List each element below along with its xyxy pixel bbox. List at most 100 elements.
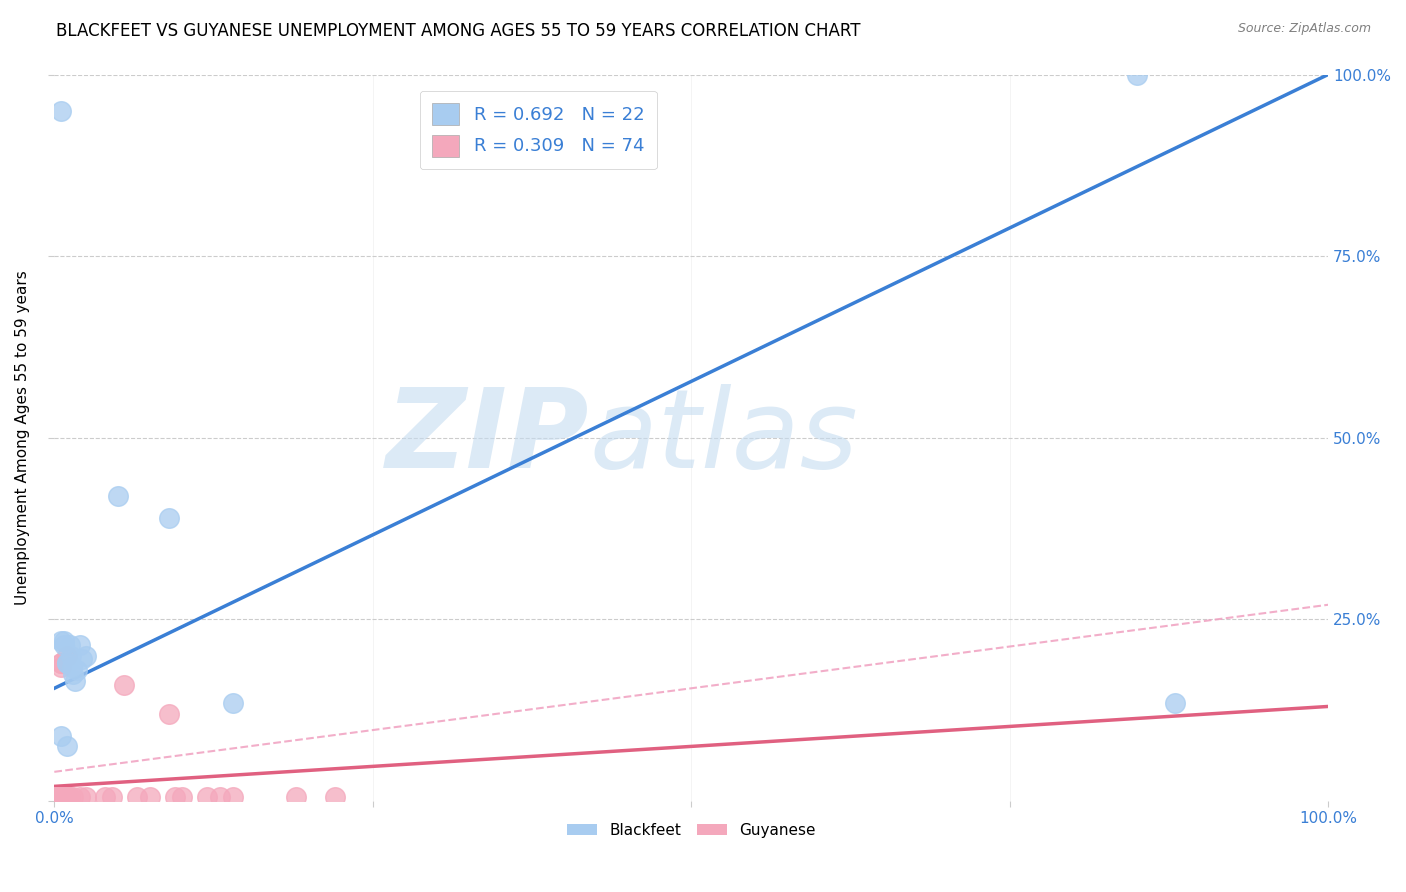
Point [49, 790, 72, 805]
Point [63, 673, 86, 688]
Point [45, 790, 67, 805]
Point [100, 790, 122, 805]
Point [49, 656, 72, 670]
Point [75, 790, 97, 805]
Point [51, 790, 73, 805]
Point [58, 638, 80, 652]
Point [46, 790, 69, 805]
Point [46, 790, 69, 805]
Point [49, 790, 72, 805]
Point [66, 663, 89, 677]
Point [53, 790, 76, 805]
Point [55, 790, 77, 805]
Point [45, 790, 67, 805]
Point [323, 790, 346, 805]
Point [62, 790, 84, 805]
Point [46, 790, 69, 805]
Point [49, 790, 72, 805]
Point [139, 790, 162, 805]
Point [49, 659, 72, 673]
Point [45, 790, 67, 805]
Point [45, 790, 67, 805]
Point [208, 790, 231, 805]
Point [165, 790, 187, 805]
Point [45, 790, 67, 805]
Point [56, 790, 79, 805]
Point [49, 103, 72, 118]
Point [45, 790, 67, 805]
Point [56, 790, 79, 805]
Point [56, 656, 79, 670]
Point [157, 510, 180, 524]
Y-axis label: Unemployment Among Ages 55 to 59 years: Unemployment Among Ages 55 to 59 years [15, 270, 30, 605]
Point [75, 648, 97, 663]
Point [58, 790, 80, 805]
Point [49, 729, 72, 743]
Text: Source: ZipAtlas.com: Source: ZipAtlas.com [1237, 22, 1371, 36]
Point [46, 790, 69, 805]
Point [56, 790, 79, 805]
Point [53, 634, 76, 648]
Point [56, 790, 79, 805]
Legend: Blackfeet, Guyanese: Blackfeet, Guyanese [561, 817, 823, 844]
Point [46, 790, 69, 805]
Point [46, 790, 69, 805]
Point [53, 790, 76, 805]
Point [56, 656, 79, 670]
Point [45, 790, 67, 805]
Point [45, 790, 67, 805]
Point [45, 790, 67, 805]
Point [45, 790, 67, 805]
Point [94, 790, 117, 805]
Point [59, 648, 82, 663]
Point [51, 790, 73, 805]
Point [53, 638, 76, 652]
Point [60, 659, 83, 673]
Point [62, 666, 84, 681]
Text: ZIP: ZIP [385, 384, 589, 491]
Point [107, 489, 129, 503]
Point [195, 790, 218, 805]
Point [127, 790, 149, 805]
Text: atlas: atlas [589, 384, 858, 491]
Text: BLACKFEET VS GUYANESE UNEMPLOYMENT AMONG AGES 55 TO 59 YEARS CORRELATION CHART: BLACKFEET VS GUYANESE UNEMPLOYMENT AMONG… [56, 22, 860, 40]
Point [45, 790, 67, 805]
Point [69, 638, 91, 652]
Point [112, 678, 135, 692]
Point [45, 790, 67, 805]
Point [49, 634, 72, 648]
Point [56, 648, 79, 663]
Point [285, 790, 308, 805]
Point [46, 790, 69, 805]
Point [45, 790, 67, 805]
Point [55, 790, 77, 805]
Point [49, 790, 72, 805]
Point [72, 652, 94, 666]
Point [45, 790, 67, 805]
Point [45, 790, 67, 805]
Point [49, 790, 72, 805]
Point [1164, 696, 1187, 710]
Point [46, 790, 69, 805]
Point [49, 790, 72, 805]
Point [56, 739, 79, 754]
Point [170, 790, 193, 805]
Point [1126, 68, 1149, 82]
Point [45, 790, 67, 805]
Point [46, 790, 69, 805]
Point [48, 790, 70, 805]
Point [48, 790, 70, 805]
Point [45, 790, 67, 805]
Point [46, 790, 69, 805]
Point [45, 790, 67, 805]
Point [46, 790, 69, 805]
Point [55, 790, 77, 805]
Point [45, 790, 67, 805]
Point [221, 696, 243, 710]
Point [52, 790, 75, 805]
Point [49, 656, 72, 670]
Point [221, 790, 243, 805]
Point [69, 790, 91, 805]
Point [51, 790, 73, 805]
Point [45, 790, 67, 805]
